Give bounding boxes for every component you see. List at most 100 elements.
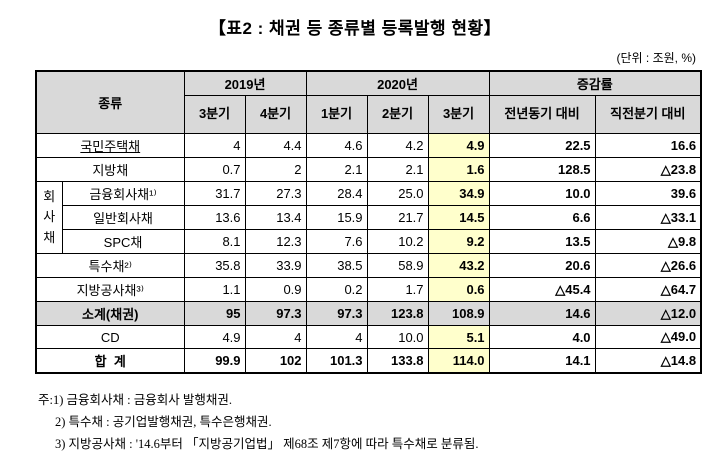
value-cell: 15.9 [305,205,368,230]
value-cell: 13.6 [183,205,246,230]
value-cell: 58.9 [366,253,429,278]
corporate-bond-group-label: 회사채 [35,181,63,254]
value-cell: 4.2 [366,133,429,158]
value-cell: △26.6 [594,253,702,278]
value-cell: 0.2 [305,277,368,302]
row-label: 국민주택채 [35,133,185,158]
value-cell: 25.0 [366,181,429,206]
row-label: 특수채²⁾ [35,253,185,278]
value-cell: 22.5 [488,133,596,158]
value-cell-highlight: 0.6 [427,277,490,302]
table-row: CD 4.9 4 4 10.0 5.1 4.0 △49.0 [35,325,702,349]
value-cell: 4 [305,325,368,349]
col-header-yoy-change: 전년동기 대비 [488,95,596,134]
table-row: 특수채²⁾ 35.8 33.9 38.5 58.9 43.2 20.6 △26.… [35,253,702,278]
table-row: 지방채 0.7 2 2.1 2.1 1.6 128.5 △23.8 [35,157,702,182]
value-cell: △64.7 [594,277,702,302]
value-cell: 10.2 [366,229,429,254]
value-cell: 133.8 [366,348,429,374]
row-label: 지방채 [35,157,185,182]
footnote-2: 2) 특수채 : 공기업발행채권, 특수은행채권. [55,414,272,429]
value-cell: 39.6 [594,181,702,206]
value-cell: 4 [183,133,246,158]
footnote-1: 주:1) 금융회사채 : 금융회사 발행채권. [38,393,232,407]
value-cell: 101.3 [305,348,368,374]
value-cell: 2.1 [305,157,368,182]
value-cell-highlight: 14.5 [427,205,490,230]
value-cell: 102 [244,348,307,374]
value-cell: 14.1 [488,348,596,374]
value-cell: 21.7 [366,205,429,230]
value-cell: 123.8 [366,301,429,326]
value-cell: 95 [183,301,246,326]
value-cell: 1.7 [366,277,429,302]
table-body: 국민주택채 4 4.4 4.6 4.2 4.9 22.5 16.6 지방채 0.… [35,133,702,374]
value-cell: 4.6 [305,133,368,158]
value-cell: △9.8 [594,229,702,254]
value-cell: 12.3 [244,229,307,254]
row-label: 소계(채권) [35,301,185,326]
value-cell: 10.0 [488,181,596,206]
value-cell-highlight: 4.9 [427,133,490,158]
col-header-qoq-change: 직전분기 대비 [594,95,702,134]
value-cell-highlight: 108.9 [427,301,490,326]
col-header-2019-q3: 3분기 [183,95,246,134]
total-row: 합 계 99.9 102 101.3 133.8 114.0 14.1 △14.… [35,348,702,374]
footnotes: 주:1) 금융회사채 : 금융회사 발행채권. 2) 특수채 : 공기업발행채권… [38,390,702,454]
value-cell: 0.9 [244,277,307,302]
row-label: SPC채 [61,229,185,254]
value-cell: 6.6 [488,205,596,230]
value-cell: 1.1 [183,277,246,302]
value-cell: 14.6 [488,301,596,326]
value-cell: 35.8 [183,253,246,278]
page-title: 【표2 : 채권 등 종류별 등록발행 현황】 [208,19,502,38]
value-cell-highlight: 1.6 [427,157,490,182]
value-cell: 13.4 [244,205,307,230]
header-row-quarters: 3분기 4분기 1분기 2분기 3분기 전년동기 대비 직전분기 대비 [36,95,702,134]
value-cell-highlight: 9.2 [427,229,490,254]
row-label: 지방공사채³⁾ [35,277,185,302]
col-header-2020-q3: 3분기 [427,95,490,134]
value-cell: △14.8 [594,348,702,374]
value-cell: △23.8 [594,157,702,182]
col-header-2020: 2020년 [305,70,490,96]
value-cell: 97.3 [305,301,368,326]
value-cell: 4.9 [183,325,246,349]
col-header-2019: 2019년 [183,70,307,96]
bond-issuance-table: 종류 2019년 2020년 증감률 3분기 4분기 1분기 2분기 3분기 전… [35,70,703,374]
value-cell: 4.4 [244,133,307,158]
value-cell: 10.0 [366,325,429,349]
col-header-change: 증감률 [488,70,702,96]
value-cell: 20.6 [488,253,596,278]
col-header-2019-q4: 4분기 [244,95,307,134]
subtotal-row: 소계(채권) 95 97.3 97.3 123.8 108.9 14.6 △12… [35,301,702,326]
value-cell: 31.7 [183,181,246,206]
table-row: 지방공사채³⁾ 1.1 0.9 0.2 1.7 0.6 △45.4 △64.7 [35,277,702,302]
row-label: 합 계 [35,348,185,374]
col-header-category: 종류 [35,70,185,134]
value-cell: 99.9 [183,348,246,374]
row-label: 금융회사채¹⁾ [61,181,185,206]
col-header-2020-q1: 1분기 [305,95,368,134]
value-cell: 28.4 [305,181,368,206]
value-cell-highlight: 5.1 [427,325,490,349]
value-cell: △33.1 [594,205,702,230]
value-cell: △49.0 [594,325,702,349]
value-cell: 16.6 [594,133,702,158]
table-header: 종류 2019년 2020년 증감률 3분기 4분기 1분기 2분기 3분기 전… [35,70,702,134]
value-cell-highlight: 43.2 [427,253,490,278]
value-cell: 38.5 [305,253,368,278]
unit-note: (단위 : 조원, %) [616,51,697,65]
table-row: 회사채 금융회사채¹⁾ 31.7 27.3 28.4 25.0 34.9 10.… [35,181,702,254]
value-cell: 7.6 [305,229,368,254]
table-row: 일반회사채 13.6 13.4 15.9 21.7 14.5 6.6 △33.1 [36,205,702,230]
value-cell: 13.5 [488,229,596,254]
value-cell: 0.7 [183,157,246,182]
footnote-3: 3) 지방공사채 : '14.6부터 「지방공기업법」 제68조 제7항에 따라… [55,436,479,451]
value-cell: 4 [244,325,307,349]
col-header-2020-q2: 2분기 [366,95,429,134]
value-cell: 27.3 [244,181,307,206]
value-cell: 128.5 [488,157,596,182]
table-row: SPC채 8.1 12.3 7.6 10.2 9.2 13.5 △9.8 [36,229,702,254]
